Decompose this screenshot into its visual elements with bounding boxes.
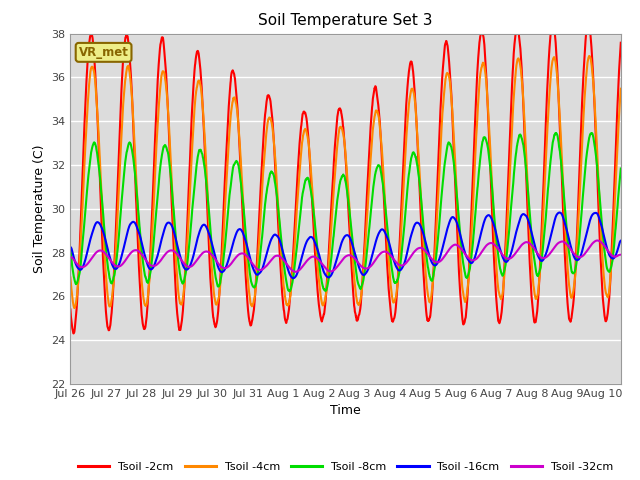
Tsoil -16cm [99,228,106,233]
Tsoil -2cm [428,293,436,299]
Tsoil -16cm [412,221,419,227]
X-axis label: Time: Time [330,405,361,418]
Line: Tsoil -8cm: Tsoil -8cm [70,133,621,291]
Tsoil -8cm [617,166,625,171]
Tsoil -4cm [349,258,356,264]
Tsoil -16cm [289,276,297,281]
Tsoil -4cm [412,101,419,107]
Tsoil -2cm [549,21,557,26]
Tsoil -8cm [552,130,559,136]
Tsoil -2cm [67,307,74,312]
Tsoil -16cm [556,210,563,216]
Line: Tsoil -16cm: Tsoil -16cm [70,213,621,278]
Tsoil -8cm [286,288,294,294]
Tsoil -2cm [617,40,625,46]
Title: Soil Temperature Set 3: Soil Temperature Set 3 [259,13,433,28]
Tsoil -2cm [532,314,540,320]
Tsoil -32cm [412,248,419,253]
Tsoil -8cm [532,270,540,276]
Line: Tsoil -2cm: Tsoil -2cm [70,24,621,334]
Tsoil -32cm [428,256,436,262]
Tsoil -2cm [412,99,419,105]
Line: Tsoil -4cm: Tsoil -4cm [70,56,621,308]
Tsoil -2cm [598,283,606,288]
Tsoil -32cm [598,240,606,246]
Tsoil -32cm [292,269,300,275]
Tsoil -4cm [99,220,107,226]
Tsoil -8cm [598,223,606,228]
Tsoil -8cm [349,241,356,247]
Tsoil -32cm [67,254,74,260]
Tsoil -8cm [428,278,436,284]
Tsoil -16cm [617,238,625,244]
Tsoil -4cm [532,296,540,301]
Tsoil -8cm [99,207,106,213]
Tsoil -16cm [428,260,436,266]
Tsoil -2cm [349,285,356,290]
Tsoil -2cm [70,331,77,336]
Tsoil -32cm [349,254,356,260]
Tsoil -2cm [99,255,107,261]
Tsoil -4cm [428,287,436,293]
Tsoil -32cm [532,249,540,255]
Tsoil -16cm [532,249,540,254]
Tsoil -4cm [598,247,606,253]
Legend: Tsoil -2cm, Tsoil -4cm, Tsoil -8cm, Tsoil -16cm, Tsoil -32cm: Tsoil -2cm, Tsoil -4cm, Tsoil -8cm, Tsoi… [74,457,618,477]
Tsoil -4cm [70,305,78,311]
Tsoil -16cm [598,225,606,231]
Tsoil -16cm [349,243,356,249]
Tsoil -16cm [67,244,74,250]
Tsoil -8cm [412,153,419,159]
Tsoil -4cm [617,86,625,92]
Text: VR_met: VR_met [79,46,129,59]
Tsoil -32cm [99,248,106,254]
Tsoil -32cm [593,238,601,243]
Tsoil -32cm [617,252,625,257]
Tsoil -8cm [67,245,74,251]
Tsoil -4cm [586,53,593,59]
Line: Tsoil -32cm: Tsoil -32cm [70,240,621,272]
Y-axis label: Soil Temperature (C): Soil Temperature (C) [33,144,45,273]
Tsoil -4cm [67,275,74,280]
